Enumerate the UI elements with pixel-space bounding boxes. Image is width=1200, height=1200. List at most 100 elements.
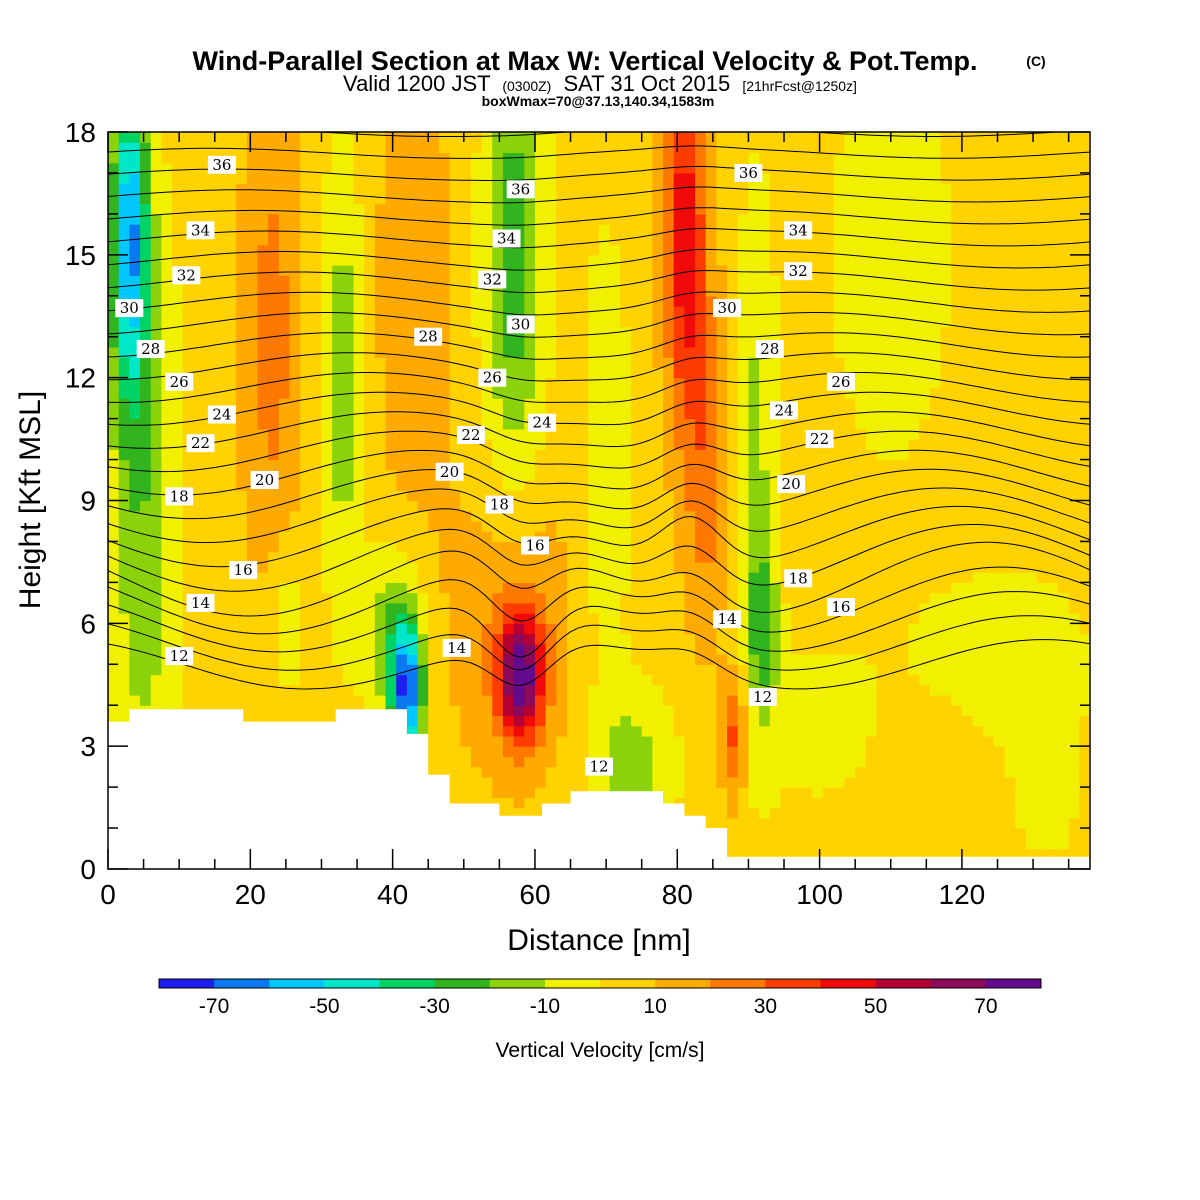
field-cell — [833, 561, 846, 573]
field-cell — [353, 531, 365, 543]
field-cell — [214, 602, 227, 614]
field-cell — [1004, 439, 1016, 450]
field-cell — [791, 643, 803, 655]
field-cell — [524, 377, 536, 389]
field-cell — [673, 572, 685, 583]
field-cell — [993, 715, 1006, 727]
field-cell — [534, 592, 547, 604]
field-cell — [364, 510, 376, 522]
field-cell — [321, 316, 333, 328]
field-cell — [108, 633, 120, 645]
field-cell — [812, 674, 824, 686]
field-cell — [855, 531, 867, 543]
field-cell — [300, 346, 312, 358]
field-cell — [364, 398, 376, 409]
field-cell — [278, 572, 291, 583]
field-cell — [641, 346, 653, 358]
field-cell — [1068, 510, 1080, 522]
field-cell — [663, 490, 675, 502]
field-cell — [1047, 643, 1059, 655]
field-cell — [385, 408, 397, 420]
field-cell — [769, 817, 782, 829]
field-cell — [1004, 684, 1016, 696]
field-cell — [780, 582, 792, 594]
field-cell — [737, 408, 750, 420]
field-cell — [737, 674, 750, 686]
field-cell — [865, 520, 878, 532]
field-cell — [257, 408, 269, 420]
field-cell — [1047, 510, 1059, 522]
field-cell — [257, 490, 269, 502]
field-cell — [940, 756, 952, 768]
field-cell — [983, 357, 995, 369]
field-cell — [993, 418, 1006, 430]
field-cell — [1015, 398, 1027, 409]
field-cell — [300, 306, 312, 317]
field-cell — [652, 582, 664, 594]
field-cell — [556, 746, 568, 758]
field-cell — [321, 346, 333, 358]
field-cell — [759, 643, 771, 655]
field-cell — [652, 561, 664, 573]
field-cell — [801, 480, 814, 491]
field-cell — [236, 490, 248, 502]
field-cell — [791, 326, 803, 338]
field-cell — [385, 572, 397, 583]
field-cell — [1047, 592, 1059, 604]
field-cell — [438, 449, 451, 461]
field-cell — [1004, 316, 1016, 328]
field-cell — [993, 428, 1006, 440]
field-cell — [257, 561, 269, 573]
field-cell — [1025, 735, 1038, 747]
field-cell — [812, 838, 824, 850]
field-cell — [1079, 367, 1090, 379]
field-cell — [460, 684, 472, 696]
field-cell — [801, 367, 814, 379]
field-cell — [1079, 725, 1090, 737]
field-cell — [577, 725, 589, 737]
valid-time-line: Valid 1200 JST (0300Z) SAT 31 Oct 2015 [… — [343, 71, 857, 96]
field-cell — [833, 694, 846, 706]
field-cell — [193, 572, 205, 583]
field-cell — [769, 367, 782, 379]
field-cell — [438, 439, 451, 450]
field-cell — [236, 684, 248, 696]
field-cell — [1047, 735, 1059, 747]
field-cell — [300, 654, 312, 665]
field-cell — [929, 787, 942, 798]
field-cell — [908, 377, 920, 389]
field-cell — [876, 654, 888, 665]
field-cell — [673, 469, 685, 481]
field-cell — [556, 408, 568, 420]
field-cell — [449, 346, 461, 358]
field-cell — [140, 418, 152, 430]
field-cell — [663, 387, 675, 399]
field-cell — [919, 561, 931, 573]
field-cell — [993, 746, 1006, 758]
field-cell — [289, 643, 301, 655]
field-cell — [193, 500, 205, 512]
field-cell — [534, 459, 547, 471]
field-cell — [897, 551, 910, 563]
field-cell — [620, 715, 632, 727]
field-cell — [449, 592, 461, 604]
field-cell — [673, 408, 685, 420]
field-cell — [855, 500, 867, 512]
field-cell — [929, 776, 942, 788]
field-cell — [513, 807, 525, 819]
field-cell — [737, 428, 750, 440]
field-cell — [310, 520, 323, 532]
field-cell — [887, 705, 899, 717]
field-cell — [983, 797, 995, 809]
field-cell — [1057, 694, 1070, 706]
field-cell — [663, 592, 675, 604]
field-cell — [791, 346, 803, 358]
field-cell — [641, 746, 653, 758]
field-cell — [1015, 316, 1027, 328]
field-cell — [1057, 715, 1070, 727]
field-cell — [961, 776, 974, 788]
field-cell — [855, 469, 867, 481]
field-cell — [513, 439, 525, 450]
field-cell — [332, 531, 344, 543]
field-cell — [534, 674, 547, 686]
